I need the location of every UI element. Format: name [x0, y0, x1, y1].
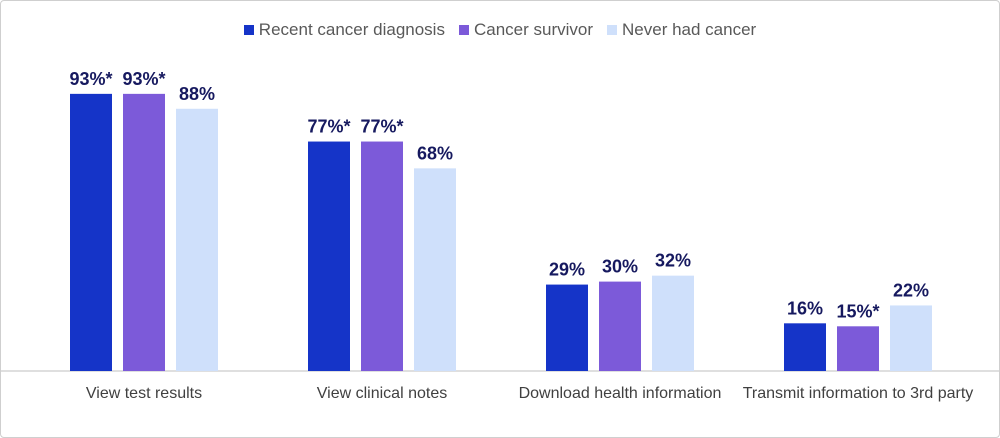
bar — [361, 141, 403, 371]
value-label: 93%* — [122, 69, 165, 89]
bar — [546, 284, 588, 371]
value-label: 29% — [549, 260, 585, 280]
value-label: 30% — [602, 257, 638, 277]
legend-swatch — [458, 25, 469, 35]
bar — [784, 323, 826, 371]
value-label: 68% — [417, 143, 453, 163]
x-tick-label: Download health information — [518, 385, 722, 402]
value-label: 88% — [179, 84, 215, 104]
bar — [176, 108, 218, 371]
value-label: 32% — [655, 251, 691, 271]
x-tick-label: View clinical notes — [316, 385, 448, 402]
bar — [70, 93, 112, 372]
legend: Recent cancer diagnosis Cancer survivor Ne… — [1, 20, 999, 40]
legend-swatch — [607, 25, 618, 35]
value-label: 77%* — [307, 117, 350, 137]
x-tick-label: Transmit information to 3rd party — [742, 385, 974, 402]
x-tick-label: View test results — [85, 385, 203, 402]
legend-item: Cancer survivor — [458, 20, 594, 40]
value-label: 93%* — [69, 69, 112, 89]
legend-swatch — [243, 25, 254, 35]
legend-label: Recent cancer diagnosis — [258, 20, 445, 39]
bar — [123, 93, 165, 372]
bar — [890, 305, 932, 371]
bar — [837, 326, 879, 371]
bar — [308, 141, 350, 371]
legend-label: Cancer survivor — [473, 20, 594, 39]
bar — [599, 281, 641, 371]
legend-item: Never had cancer — [607, 20, 756, 40]
legend-label: Never had cancer — [622, 20, 757, 39]
value-label: 15%* — [836, 301, 879, 321]
bar — [652, 275, 694, 371]
legend-item: Recent cancer diagnosis — [243, 20, 445, 40]
value-label: 77%* — [360, 117, 403, 137]
value-label: 16% — [787, 298, 823, 318]
value-label: 22% — [893, 280, 929, 300]
bar — [414, 168, 456, 371]
